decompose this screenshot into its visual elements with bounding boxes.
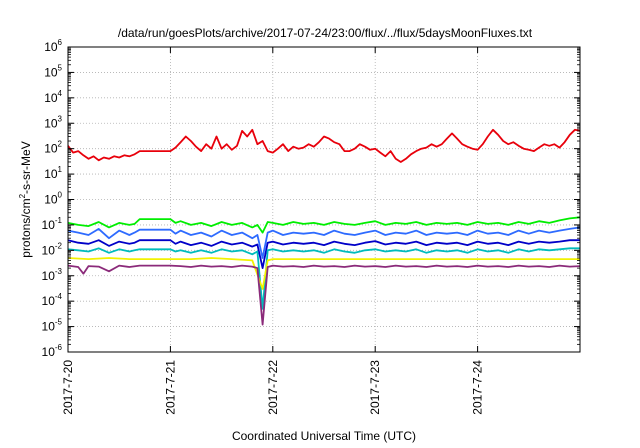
series-line-1: [67, 128, 581, 163]
x-tick-label: 2017-7-22: [266, 360, 280, 415]
y-tick-label: 104: [44, 89, 62, 105]
y-tick-label: 10-2: [42, 241, 63, 257]
y-tick-label: 102: [44, 140, 62, 156]
x-tick-label: 2017-7-21: [163, 360, 177, 415]
series-line-4: [67, 239, 580, 270]
x-tick-label: 2017-7-20: [61, 360, 75, 415]
y-tick-label: 103: [44, 114, 62, 130]
x-axis-label: Coordinated Universal Time (UTC): [232, 429, 416, 443]
axis-ticks: [67, 46, 580, 353]
x-tick-label: 2017-7-24: [471, 360, 485, 415]
y-tick-label: 10-6: [42, 343, 63, 359]
y-tick-labels: 10-6 10-5 10-4 10-3 10-2 10-1 100 101 102 103 104 1…: [42, 38, 63, 359]
series-line-2: [67, 216, 581, 234]
y-tick-label: 105: [44, 63, 62, 79]
y-tick-label: 10-4: [42, 292, 63, 308]
grid-lines: [68, 47, 580, 352]
chart-title: /data/run/goesPlots/archive/2017-07-24/2…: [118, 26, 533, 40]
x-tick-label: 2017-7-23: [368, 360, 382, 415]
series-line-5: [67, 247, 580, 310]
data-series: [67, 128, 581, 326]
x-tick-labels: 2017-7-20 2017-7-21 2017-7-22 2017-7-23 2017…: [61, 360, 485, 415]
series-line-6: [67, 257, 580, 290]
y-tick-label: 106: [44, 38, 62, 54]
y-tick-label: 100: [44, 191, 62, 207]
y-tick-label: 10-5: [42, 318, 63, 334]
y-tick-label: 10-3: [42, 267, 63, 283]
y-tick-label: 101: [44, 165, 62, 181]
series-line-7: [67, 264, 581, 326]
series-line-3: [67, 226, 581, 259]
y-tick-label: 10-1: [42, 216, 63, 232]
y-axis-label: protons/cm2-s-sr-MeV: [18, 141, 33, 257]
